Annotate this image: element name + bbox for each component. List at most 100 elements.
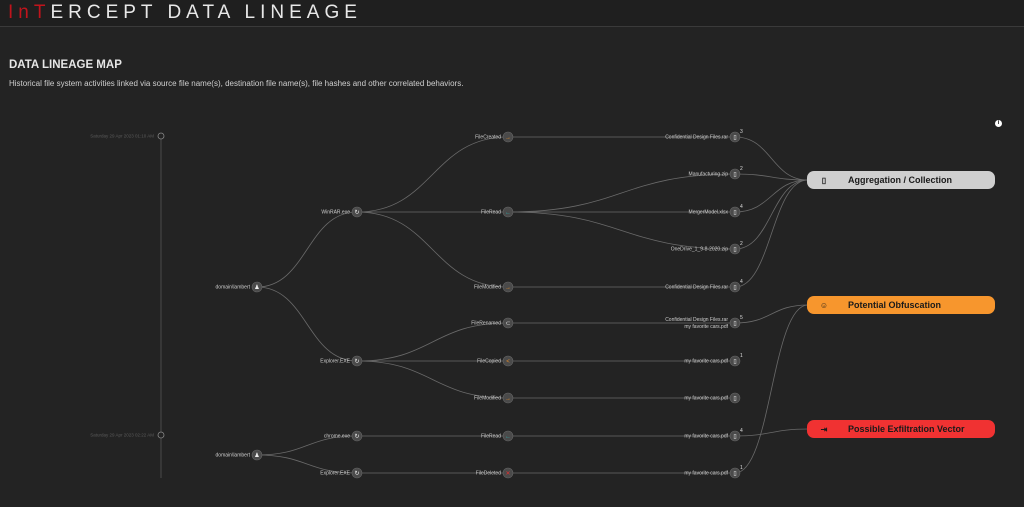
category-aggregation-collection[interactable]: ▯ Aggregation / Collection xyxy=(807,171,995,189)
user-node[interactable] xyxy=(251,281,263,293)
edge xyxy=(356,322,509,362)
process-node[interactable] xyxy=(351,430,363,442)
edge xyxy=(356,136,509,213)
process-icon: ↻ xyxy=(354,358,359,365)
file-icon: ▯ xyxy=(733,210,736,216)
action-icon: → xyxy=(505,135,511,141)
process-icon: ↻ xyxy=(354,209,359,216)
process-icon: ↻ xyxy=(354,470,359,477)
action-label: FileDeleted xyxy=(476,471,502,477)
user-label: domain\lambert xyxy=(216,453,251,459)
file-count: 4 xyxy=(740,428,743,434)
process-node[interactable] xyxy=(351,206,363,218)
file-label: Manufacturing.zip xyxy=(689,172,729,178)
process-node[interactable] xyxy=(351,355,363,367)
file-count: 5 xyxy=(740,315,743,321)
action-icon: → xyxy=(505,285,511,291)
process-icon: ↻ xyxy=(354,433,359,440)
action-icon: ✕ xyxy=(505,471,510,477)
file-label: my favorite cars.pdf xyxy=(684,324,728,330)
app-title: InTERCEPT DATA LINEAGE xyxy=(8,2,362,23)
file-icon: ▯ xyxy=(733,285,736,291)
process-label: Explorer.EXE xyxy=(320,471,350,477)
file-node[interactable] xyxy=(729,317,741,329)
action-node[interactable] xyxy=(502,131,514,143)
action-label: FileModified xyxy=(474,285,501,291)
top-bar: InTERCEPT DATA LINEAGE xyxy=(0,0,1024,27)
edge xyxy=(256,435,358,456)
timeline-marker xyxy=(157,431,165,439)
file-label: my favorite cars.pdf xyxy=(684,396,728,402)
file-icon: ▯ xyxy=(733,396,736,402)
file-node[interactable] xyxy=(729,430,741,442)
edge xyxy=(734,179,809,213)
edge xyxy=(734,136,809,181)
file-node[interactable] xyxy=(729,168,741,180)
file-node[interactable] xyxy=(729,206,741,218)
file-count: 2 xyxy=(740,166,743,172)
file-node[interactable] xyxy=(729,355,741,367)
edge xyxy=(734,179,809,288)
action-icon: < xyxy=(506,359,510,365)
mask-icon: ☺ xyxy=(819,300,829,310)
edge xyxy=(734,304,809,324)
file-icon: ▯ xyxy=(733,471,736,477)
action-node[interactable] xyxy=(502,430,514,442)
user-label: domain\lambert xyxy=(216,285,251,291)
edge xyxy=(507,211,736,250)
category-possible-exfiltration-vector[interactable]: ⇥ Possible Exfiltration Vector xyxy=(807,420,995,438)
file-label: my favorite cars.pdf xyxy=(684,471,728,477)
edge xyxy=(356,211,509,288)
process-label: WinRAR.exe xyxy=(321,210,350,216)
edge xyxy=(734,179,809,250)
file-node[interactable] xyxy=(729,243,741,255)
action-node[interactable] xyxy=(502,467,514,479)
file-count: 1 xyxy=(740,465,743,471)
action-node[interactable] xyxy=(502,206,514,218)
file-count: 4 xyxy=(740,279,743,285)
edge xyxy=(734,428,809,437)
file-icon: ▯ xyxy=(733,359,736,365)
edge xyxy=(734,173,809,181)
file-node[interactable] xyxy=(729,131,741,143)
file-node[interactable] xyxy=(729,392,741,404)
file-label: my favorite cars.pdf xyxy=(684,434,728,440)
file-label: MergerModel.xlsx xyxy=(689,210,729,216)
process-node[interactable] xyxy=(351,467,363,479)
file-label: Confidential Design Files.rar xyxy=(665,317,728,323)
file-icon: ▯ xyxy=(733,434,736,440)
edge xyxy=(507,173,736,213)
user-icon: ♟ xyxy=(254,452,259,459)
user-node[interactable] xyxy=(251,449,263,461)
file-icon: ▯ xyxy=(733,247,736,253)
file-label: Confidential Design Files.rar xyxy=(665,135,728,141)
file-node[interactable] xyxy=(729,281,741,293)
action-node[interactable] xyxy=(502,281,514,293)
page-title: DATA LINEAGE MAP xyxy=(9,59,122,71)
file-label: Confidential Design Files.rar xyxy=(665,285,728,291)
file-count: 4 xyxy=(740,204,743,210)
timeline-marker xyxy=(157,132,165,140)
process-label: chrome.exe xyxy=(324,434,350,440)
edge xyxy=(256,211,358,288)
file-icon: ▯ xyxy=(733,321,736,327)
file-icon: ▯ xyxy=(733,172,736,178)
file-count: 3 xyxy=(740,129,743,135)
edge xyxy=(256,454,358,474)
action-node[interactable] xyxy=(502,355,514,367)
process-label: Explorer.EXE xyxy=(320,359,350,365)
file-count: 2 xyxy=(740,241,743,247)
edge xyxy=(734,304,809,474)
file-count: 1 xyxy=(740,353,743,359)
file-label: my favorite cars.pdf xyxy=(684,359,728,365)
page-description: Historical file system activities linked… xyxy=(9,79,464,88)
action-node[interactable] xyxy=(502,392,514,404)
info-icon[interactable]: i xyxy=(995,120,1002,127)
action-label: FileRead xyxy=(481,434,501,440)
action-node[interactable] xyxy=(502,317,514,329)
file-node[interactable] xyxy=(729,467,741,479)
documents-icon: ▯ xyxy=(821,175,827,185)
action-label: FileModified xyxy=(474,396,501,402)
category-potential-obfuscation[interactable]: ☺ Potential Obfuscation xyxy=(807,296,995,314)
action-label: FileRead xyxy=(481,210,501,216)
